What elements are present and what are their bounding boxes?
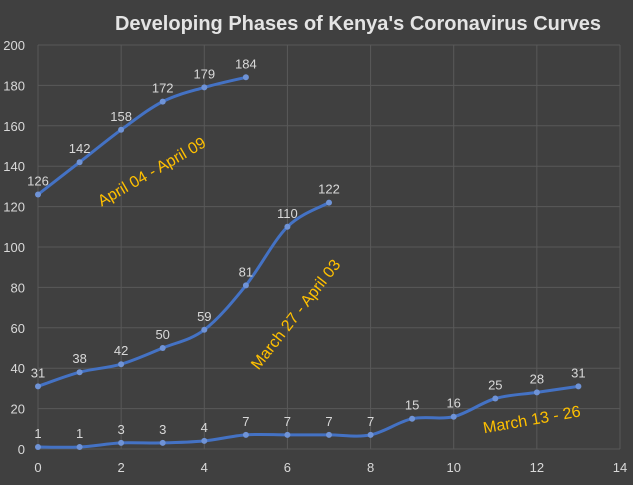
series-1-data-label-5: 81 xyxy=(239,264,253,279)
series-1-point-4 xyxy=(201,326,208,333)
series-2-point-10 xyxy=(450,413,457,420)
series-2-data-label-5: 7 xyxy=(242,414,249,429)
series-2-data-label-0: 1 xyxy=(34,426,41,441)
y-axis: 0 20 40 60 80 100 120 140 160 180 200 xyxy=(3,38,25,457)
series-1-point-0 xyxy=(35,383,41,390)
series-2-data-label-11: 25 xyxy=(488,378,502,393)
y-tick-label-1: 20 xyxy=(11,402,25,417)
x-tick-label-0: 0 xyxy=(34,460,41,475)
series-2-point-3 xyxy=(159,439,166,446)
x-tick-label-6: 12 xyxy=(530,460,544,475)
series-2-data-label-1: 1 xyxy=(76,426,83,441)
series-2-data-label-7: 7 xyxy=(325,414,332,429)
chart-title: Developing Phases of Kenya's Coronavirus… xyxy=(115,13,601,35)
y-tick-label-2: 40 xyxy=(11,361,25,376)
series-0-data-label-3: 172 xyxy=(152,81,174,96)
series-2-point-5 xyxy=(242,431,249,438)
series-2-point-2 xyxy=(118,439,125,446)
series-1-point-1 xyxy=(76,369,83,376)
series-1-data-label-2: 42 xyxy=(114,343,128,358)
series-0-data-label-5: 184 xyxy=(235,56,257,71)
series-0-data-label-4: 179 xyxy=(193,66,215,81)
grid xyxy=(37,44,621,450)
series-0-point-2 xyxy=(118,126,125,133)
series-1-point-2 xyxy=(118,361,125,368)
y-tick-label-0: 0 xyxy=(18,442,25,457)
series-1-data-label-7: 122 xyxy=(318,182,340,197)
series-1-data-label-0: 31 xyxy=(31,365,45,380)
series-0-point-0 xyxy=(35,191,41,198)
y-tick-label-4: 80 xyxy=(11,280,25,295)
series-2-data-label-8: 7 xyxy=(367,414,374,429)
y-tick-label-9: 180 xyxy=(3,78,25,93)
series-1-point-7 xyxy=(326,199,332,206)
x-tick-label-1: 2 xyxy=(118,460,125,475)
series-0-line xyxy=(36,75,248,196)
data-labels: 126 142 158 172 179 184 31 38 42 50 59 81 110 122 1 1 3 3… xyxy=(27,56,585,441)
series-2-data-label-10: 16 xyxy=(446,396,460,411)
series-2-data-label-2: 3 xyxy=(117,422,124,437)
series-2-point-8 xyxy=(367,431,374,438)
series-2-point-9 xyxy=(409,415,416,422)
series-0-point-3 xyxy=(159,98,166,105)
series-2-point-6 xyxy=(284,431,291,438)
y-tick-label-3: 60 xyxy=(11,321,25,336)
x-tick-label-5: 10 xyxy=(446,460,460,475)
series-2-data-label-13: 31 xyxy=(571,365,585,380)
series-0-point-4 xyxy=(201,84,208,91)
series-1-point-6 xyxy=(284,223,291,230)
series-0-data-label-0: 126 xyxy=(27,174,49,189)
series-lines xyxy=(36,75,580,449)
y-tick-label-7: 140 xyxy=(3,159,25,174)
series-1-data-label-3: 50 xyxy=(155,327,169,342)
series-2-point-13 xyxy=(575,383,582,390)
x-tick-label-2: 4 xyxy=(201,460,208,475)
y-tick-label-5: 100 xyxy=(3,240,25,255)
x-axis: 0 2 4 6 8 10 12 14 xyxy=(34,460,627,475)
series-2-data-label-12: 28 xyxy=(530,371,544,386)
series-0-point-1 xyxy=(76,159,83,166)
series-1-point-5 xyxy=(242,282,249,289)
series-2-point-1 xyxy=(76,444,83,450)
x-tick-label-4: 8 xyxy=(367,460,374,475)
series-2-point-0 xyxy=(35,444,41,450)
series-1-data-label-6: 110 xyxy=(277,206,298,221)
x-tick-label-3: 6 xyxy=(284,460,291,475)
series-2-point-12 xyxy=(533,389,540,396)
series-markers xyxy=(35,74,582,450)
series-0-data-label-2: 158 xyxy=(110,109,132,124)
series-2-point-11 xyxy=(492,395,499,402)
series-1-data-label-4: 59 xyxy=(197,309,211,324)
y-tick-label-6: 120 xyxy=(3,200,25,215)
series-2-data-label-3: 3 xyxy=(159,422,166,437)
series-2-data-label-6: 7 xyxy=(284,414,291,429)
series-1-line xyxy=(36,201,331,388)
series-2-point-7 xyxy=(326,431,332,438)
series-1-point-3 xyxy=(159,345,166,351)
annotation-1: March 27 - April 03 xyxy=(248,257,344,373)
series-0-data-label-1: 142 xyxy=(69,141,91,156)
series-2-point-4 xyxy=(201,437,208,444)
series-1-data-label-1: 38 xyxy=(72,351,86,366)
x-tick-label-7: 14 xyxy=(613,460,627,475)
series-2-line xyxy=(36,384,580,449)
annotation-0: April 04 - April 09 xyxy=(95,135,209,211)
y-tick-label-8: 160 xyxy=(3,119,25,134)
series-2-data-label-9: 15 xyxy=(405,398,419,413)
y-tick-label-10: 200 xyxy=(3,38,25,53)
series-0-point-5 xyxy=(242,74,249,81)
series-2-data-label-4: 4 xyxy=(201,420,208,435)
